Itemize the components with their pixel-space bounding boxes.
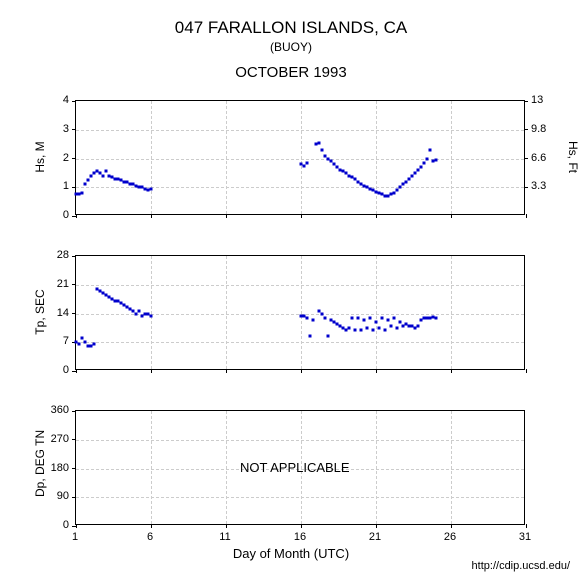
- data-point: [402, 183, 405, 186]
- data-point: [351, 316, 354, 319]
- data-point: [378, 326, 381, 329]
- x-axis-label: Day of Month (UTC): [0, 546, 582, 561]
- x-tick-label: 21: [367, 531, 383, 543]
- data-point: [84, 183, 87, 186]
- y-tick-label: 0: [63, 364, 69, 376]
- data-point: [312, 318, 315, 321]
- data-point: [81, 192, 84, 195]
- data-point: [87, 179, 90, 182]
- data-point: [327, 335, 330, 338]
- x-tick-label: 16: [292, 531, 308, 543]
- x-tick-label: 1: [67, 531, 83, 543]
- data-point: [309, 335, 312, 338]
- y-label-tp: Tp, SEC: [33, 282, 47, 342]
- data-point: [348, 326, 351, 329]
- y-tick-label: 1: [63, 180, 69, 192]
- data-point: [384, 328, 387, 331]
- data-point: [81, 337, 84, 340]
- y-tick-label: 0: [63, 209, 69, 221]
- data-point: [321, 312, 324, 315]
- y-tick-label: 4: [63, 94, 69, 106]
- data-point: [429, 148, 432, 151]
- data-point: [306, 161, 309, 164]
- data-point: [372, 328, 375, 331]
- data-point: [381, 316, 384, 319]
- data-point: [417, 324, 420, 327]
- data-point: [393, 316, 396, 319]
- data-point: [150, 187, 153, 190]
- data-point: [150, 314, 153, 317]
- plot-tp: [75, 255, 525, 370]
- data-point: [318, 141, 321, 144]
- y-tick-label: 3: [63, 123, 69, 135]
- data-point: [405, 180, 408, 183]
- not-applicable-text: NOT APPLICABLE: [240, 460, 350, 475]
- data-point: [414, 171, 417, 174]
- data-point: [393, 192, 396, 195]
- data-point: [321, 148, 324, 151]
- data-point: [303, 164, 306, 167]
- data-point: [417, 169, 420, 172]
- y-tick-label: 180: [51, 462, 69, 474]
- x-tick-label: 6: [142, 531, 158, 543]
- y-tick-label: 14: [57, 307, 69, 319]
- data-point: [78, 343, 81, 346]
- data-point: [90, 174, 93, 177]
- data-point: [435, 158, 438, 161]
- data-point: [426, 157, 429, 160]
- y-tick-label: 270: [51, 433, 69, 445]
- data-point: [399, 186, 402, 189]
- x-tick-label: 26: [442, 531, 458, 543]
- data-point: [363, 318, 366, 321]
- y-tick-label: 0: [63, 519, 69, 531]
- data-point: [84, 341, 87, 344]
- data-point: [399, 320, 402, 323]
- data-point: [360, 328, 363, 331]
- data-point: [93, 343, 96, 346]
- credit-url: http://cdip.ucsd.edu/: [472, 560, 570, 572]
- plot-hs: [75, 100, 525, 215]
- data-point: [357, 316, 360, 319]
- y-tick-label: 7: [63, 335, 69, 347]
- data-point: [369, 316, 372, 319]
- y-tick-label: 360: [51, 404, 69, 416]
- data-point: [420, 166, 423, 169]
- y-tick-label: 21: [57, 278, 69, 290]
- data-point: [408, 177, 411, 180]
- data-point: [306, 316, 309, 319]
- data-point: [387, 318, 390, 321]
- sub-title: (BUOY): [0, 40, 582, 54]
- data-point: [435, 316, 438, 319]
- y-label-hs: Hs, M: [33, 127, 47, 187]
- y-tick-label-right: 13: [531, 94, 543, 106]
- y-label-dp: Dp, DEG TN: [33, 437, 47, 497]
- data-point: [423, 161, 426, 164]
- data-point: [396, 189, 399, 192]
- data-point: [366, 326, 369, 329]
- data-point: [102, 174, 105, 177]
- data-point: [375, 320, 378, 323]
- data-point: [324, 316, 327, 319]
- y-tick-label-right: 9.8: [531, 123, 546, 135]
- data-point: [390, 324, 393, 327]
- y-tick-label: 28: [57, 249, 69, 261]
- x-tick-label: 31: [517, 531, 533, 543]
- y-tick-label: 90: [57, 490, 69, 502]
- y-tick-label-right: 3.3: [531, 180, 546, 192]
- date-title: OCTOBER 1993: [0, 64, 582, 81]
- data-point: [354, 328, 357, 331]
- data-point: [411, 174, 414, 177]
- data-point: [105, 170, 108, 173]
- data-point: [138, 310, 141, 313]
- y-tick-label: 2: [63, 152, 69, 164]
- x-tick-label: 11: [217, 531, 233, 543]
- data-point: [396, 326, 399, 329]
- y-label-right-hs: Hs, Ft: [566, 137, 580, 177]
- y-tick-label-right: 6.6: [531, 152, 546, 164]
- main-title: 047 FARALLON ISLANDS, CA: [0, 18, 582, 38]
